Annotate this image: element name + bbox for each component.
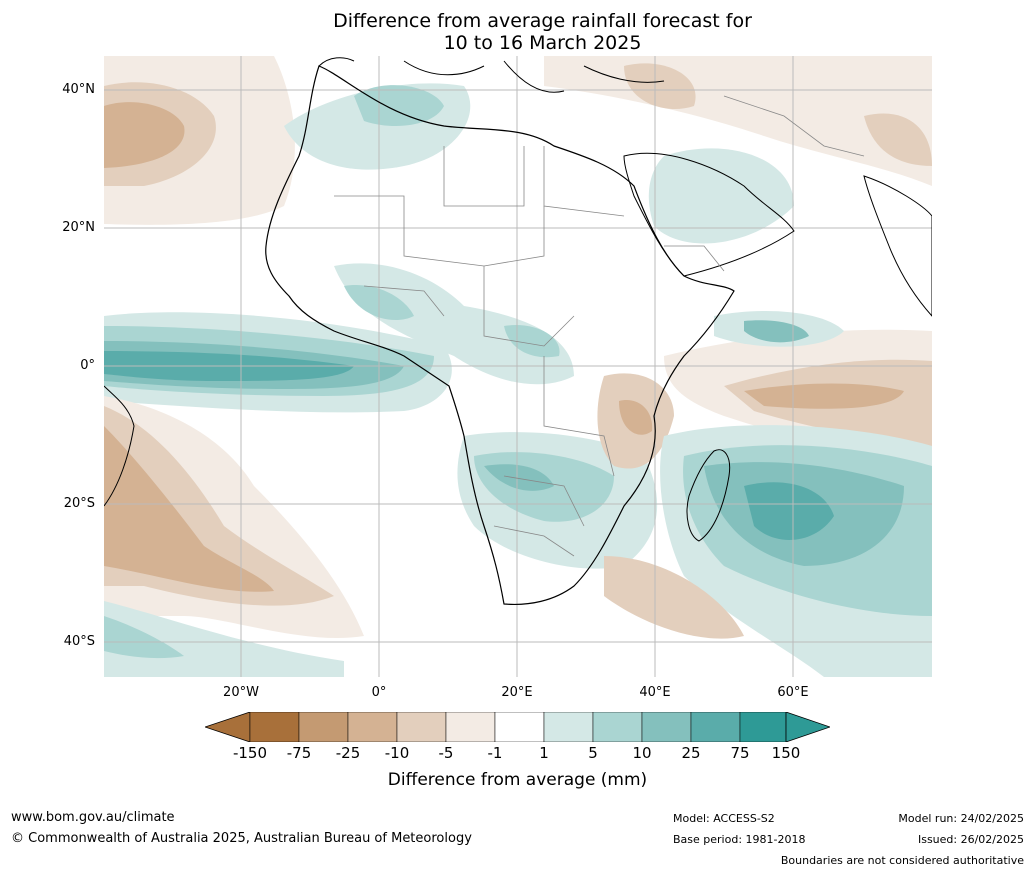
colorbar-tick: 5	[588, 744, 598, 762]
colorbar-tick: 10	[632, 744, 652, 762]
lon-label-60e: 60°E	[777, 685, 809, 700]
colorbar-bin	[641, 712, 692, 742]
colorbar-bin	[690, 712, 741, 742]
colorbar-tick: -5	[438, 744, 454, 762]
colorbar-label: Difference from average (mm)	[387, 770, 648, 790]
colorbar-tick: -150	[232, 744, 268, 762]
colorbar-bin	[298, 712, 349, 742]
colorbar-tick: -75	[286, 744, 312, 762]
lon-label-0: 0°	[371, 685, 387, 700]
lat-label-0: 0°	[80, 358, 95, 373]
base-period: Base period: 1981-2018	[673, 833, 806, 846]
lon-label-20e: 20°E	[501, 685, 533, 700]
colorbar-bin	[347, 712, 398, 742]
title-line-2: 10 to 16 March 2025	[443, 32, 642, 54]
madagascar-outline	[686, 449, 731, 542]
map-title: Difference from average rainfall forecas…	[0, 10, 1035, 54]
country-borders	[334, 95, 865, 557]
colorbar-max-arrow	[785, 712, 830, 742]
map-svg	[104, 56, 932, 677]
colorbar-tick: 75	[730, 744, 750, 762]
colorbar-tick: -10	[384, 744, 410, 762]
lat-label-20s: 20°S	[63, 496, 95, 511]
colorbar-bin	[396, 712, 447, 742]
colorbar-bin	[249, 712, 300, 742]
colorbar-tick: -25	[335, 744, 361, 762]
graticule	[104, 56, 932, 677]
model-name: Model: ACCESS-S2	[673, 812, 775, 825]
colorbar-bin	[543, 712, 594, 742]
south-america-coastline	[104, 385, 135, 507]
lon-label-20w: 20°W	[223, 685, 259, 700]
colorbar-tick: 1	[539, 744, 549, 762]
colorbar-tick: -1	[487, 744, 503, 762]
lat-label-40s: 40°S	[63, 634, 95, 649]
colorbar-tick: 150	[771, 744, 801, 762]
europe-coastline	[318, 57, 665, 93]
rainfall-anomaly-map	[104, 56, 932, 677]
anomaly-fields	[104, 56, 932, 677]
africa-coastline	[265, 65, 735, 606]
lat-label-20n: 20°N	[62, 220, 95, 235]
copyright-text: © Commonwealth of Australia 2025, Austra…	[11, 831, 472, 846]
arabia-outline	[623, 152, 795, 277]
india-outline	[863, 175, 932, 317]
lon-label-40e: 40°E	[639, 685, 671, 700]
boundaries-disclaimer: Boundaries are not considered authoritat…	[780, 854, 1024, 867]
lat-label-40n: 40°N	[62, 82, 95, 97]
title-line-1: Difference from average rainfall forecas…	[333, 10, 752, 32]
website-link[interactable]: www.bom.gov.au/climate	[11, 810, 175, 825]
colorbar-tick: 25	[681, 744, 701, 762]
colorbar-bin	[494, 712, 545, 742]
issued-date: Issued: 26/02/2025	[917, 833, 1024, 846]
colorbar	[205, 712, 830, 742]
colorbar-bin	[739, 712, 787, 742]
model-run-date: Model run: 24/02/2025	[898, 812, 1024, 825]
colorbar-bin	[592, 712, 643, 742]
colorbar-min-arrow	[205, 712, 251, 742]
colorbar-bin	[445, 712, 496, 742]
